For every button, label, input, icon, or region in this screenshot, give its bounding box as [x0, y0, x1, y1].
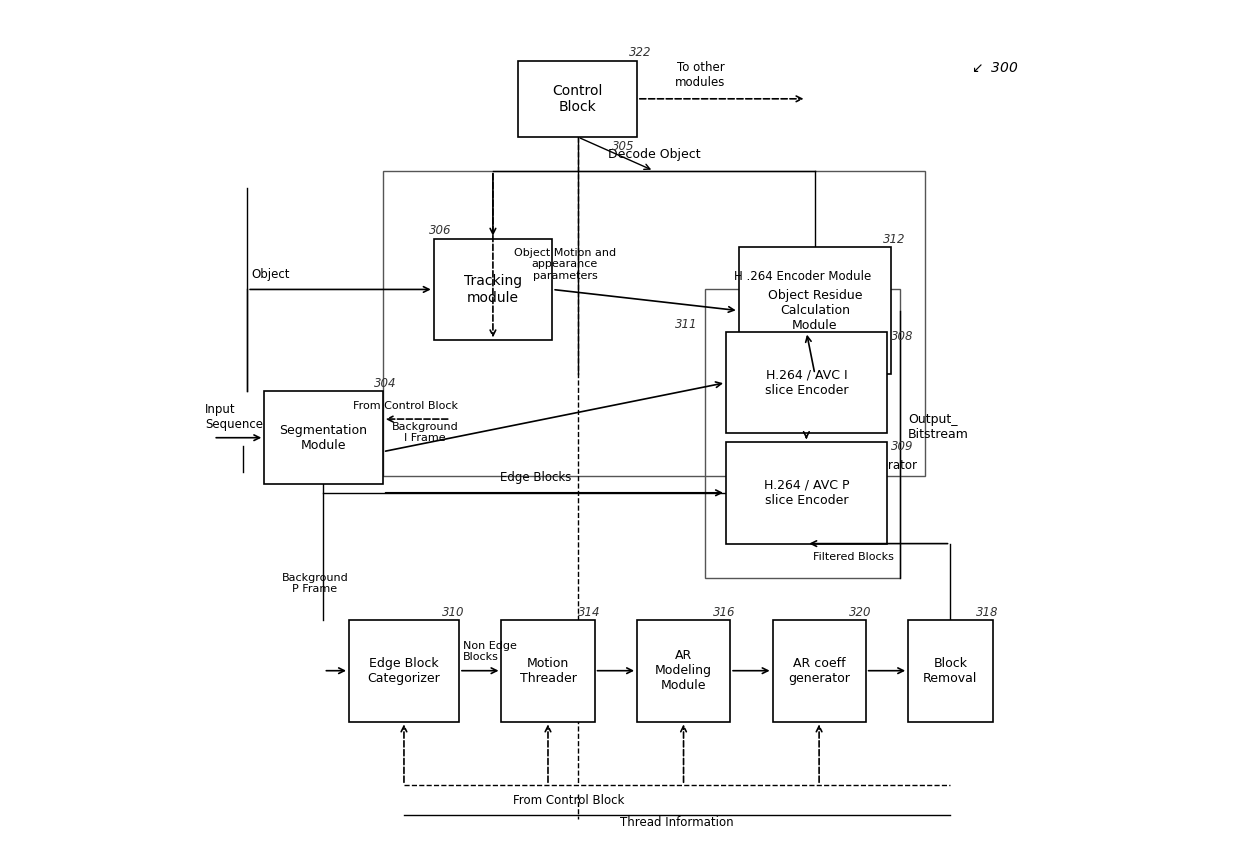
Text: From Control Block: From Control Block — [513, 794, 625, 807]
FancyBboxPatch shape — [908, 620, 993, 722]
Text: 320: 320 — [848, 605, 872, 619]
Text: 311: 311 — [675, 318, 698, 331]
Text: From Control Block: From Control Block — [353, 400, 458, 411]
Text: Object Parameter Generator: Object Parameter Generator — [749, 459, 916, 472]
Text: H.264 / AVC I
slice Encoder: H.264 / AVC I slice Encoder — [765, 369, 848, 397]
Text: Object Residue
Calculation
Module: Object Residue Calculation Module — [768, 289, 862, 332]
Text: Thread Information: Thread Information — [620, 816, 734, 830]
Text: H.264 / AVC P
slice Encoder: H.264 / AVC P slice Encoder — [764, 479, 849, 507]
Text: H .264 Encoder Module: H .264 Encoder Module — [734, 269, 870, 283]
Text: Object: Object — [252, 268, 290, 281]
Text: 305: 305 — [611, 139, 634, 153]
FancyBboxPatch shape — [518, 60, 637, 137]
Text: AR coeff
generator: AR coeff generator — [789, 657, 851, 685]
Text: 318: 318 — [976, 605, 998, 619]
Text: Background
I Frame: Background I Frame — [392, 422, 459, 443]
Text: Edge Block
Categorizer: Edge Block Categorizer — [367, 657, 440, 685]
FancyBboxPatch shape — [725, 442, 887, 544]
Text: Input
Sequence: Input Sequence — [205, 403, 263, 431]
Text: Control
Block: Control Block — [553, 83, 603, 114]
Text: 309: 309 — [892, 440, 914, 453]
FancyBboxPatch shape — [725, 332, 887, 434]
Text: Motion
Threader: Motion Threader — [520, 657, 577, 685]
Text: AR
Modeling
Module: AR Modeling Module — [655, 649, 712, 692]
FancyBboxPatch shape — [434, 239, 552, 340]
Text: $\swarrow$ 300: $\swarrow$ 300 — [968, 60, 1018, 75]
Text: 314: 314 — [578, 605, 600, 619]
Text: 316: 316 — [713, 605, 735, 619]
Text: Block
Removal: Block Removal — [924, 657, 977, 685]
Text: 322: 322 — [629, 47, 651, 60]
Text: 312: 312 — [883, 233, 905, 246]
Text: Background
P Frame: Background P Frame — [281, 573, 348, 594]
FancyBboxPatch shape — [773, 620, 866, 722]
Text: 306: 306 — [429, 224, 451, 237]
Text: 310: 310 — [443, 605, 465, 619]
Text: Decode Object: Decode Object — [608, 148, 701, 161]
Text: Object Motion and
appearance
parameters: Object Motion and appearance parameters — [513, 247, 616, 281]
Text: 308: 308 — [892, 331, 914, 343]
Text: Tracking
module: Tracking module — [464, 275, 522, 304]
Text: Edge Blocks: Edge Blocks — [500, 471, 570, 484]
Text: Non Edge
Blocks: Non Edge Blocks — [464, 641, 517, 662]
Text: Filtered Blocks: Filtered Blocks — [812, 552, 894, 562]
FancyBboxPatch shape — [501, 620, 595, 722]
FancyBboxPatch shape — [264, 391, 383, 484]
FancyBboxPatch shape — [739, 247, 892, 374]
Text: Output_
Bitstream: Output_ Bitstream — [908, 413, 968, 441]
FancyBboxPatch shape — [637, 620, 730, 722]
Text: 304: 304 — [374, 377, 397, 390]
Text: To other
modules: To other modules — [676, 60, 725, 88]
Text: Segmentation
Module: Segmentation Module — [279, 423, 367, 451]
FancyBboxPatch shape — [348, 620, 459, 722]
